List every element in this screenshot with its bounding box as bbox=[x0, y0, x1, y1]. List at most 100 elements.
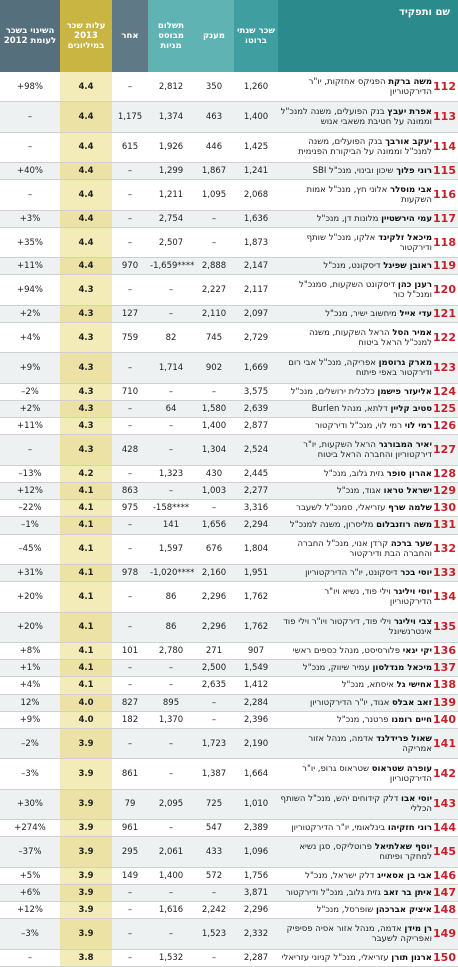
value-cell: 12% bbox=[0, 694, 60, 712]
value-cell: 3.9 bbox=[60, 867, 112, 885]
value-cell: 1,656 bbox=[194, 516, 234, 535]
name-cell: אפרת יעבץ בנק הפועלים, משנה למנכ"ל וממונ… bbox=[278, 101, 436, 133]
value-cell: 2,287 bbox=[234, 949, 278, 967]
table-row: 144 רוני חזקיהו בינלאומי, יו"ר הדירקטוריו… bbox=[0, 819, 458, 838]
table-row: 129 ישראל טראו אגוד, מנכ"ל 2,277 1,003–863 4… bbox=[0, 482, 458, 501]
name-cell: יעקב אורבך בנק הפועלים, משנה למנכ"ל וממו… bbox=[278, 132, 436, 164]
value-cell: 4.1 bbox=[60, 564, 112, 583]
value-cell: 4.0 bbox=[60, 711, 112, 729]
value-cell: 2,097 bbox=[234, 305, 278, 324]
person-name: משה רוזנבלום bbox=[376, 520, 432, 531]
person-name: שלמה שרף bbox=[388, 503, 432, 514]
value-cell: -1,659**** bbox=[148, 257, 194, 276]
value-cell: 759 bbox=[112, 322, 148, 354]
name-cell: חיים רומנו פרטנר, מנכ"ל bbox=[278, 711, 436, 729]
name-cell: יוסי אבו דלק קידוחים יהש, מנכ"ל השותף הכ… bbox=[278, 789, 436, 821]
value-cell: – bbox=[112, 274, 148, 306]
name-cell: רן מידן אדמה, מנהל אזור אסיה פסיפיק ואפר… bbox=[278, 918, 436, 950]
rank-cell: 126 bbox=[433, 417, 458, 436]
person-name: איציק אברכהן bbox=[375, 905, 432, 916]
value-cell: 463 bbox=[194, 101, 234, 133]
name-cell: אבי בן אסאייג דלק ישראל, מנכ"ל bbox=[278, 867, 436, 885]
value-cell: – bbox=[112, 884, 148, 903]
value-cell: – bbox=[112, 949, 148, 967]
value-cell: 2,888 bbox=[194, 257, 234, 276]
rank-cell: 138 bbox=[433, 676, 458, 695]
person-role: רמי לוי, מנכ"ל ודירקטור bbox=[314, 421, 402, 432]
value-cell: 1,374 bbox=[148, 101, 194, 133]
value-cell: 1,175 bbox=[112, 101, 148, 133]
name-cell: אמיר הסל הראל השקעות, משנה למנכ"ל הראל ב… bbox=[278, 322, 436, 354]
value-cell: 3.8 bbox=[60, 949, 112, 967]
value-cell: – bbox=[148, 417, 194, 436]
value-cell: +12% bbox=[0, 482, 60, 501]
value-cell: 2,507 bbox=[148, 227, 194, 259]
name-cell: עמי הירשטיין מלונות דן, מנכ"ל bbox=[278, 210, 436, 228]
person-role: דלק ישראל, מנכ"ל bbox=[305, 870, 375, 881]
person-name: איתן בר זאב bbox=[383, 888, 432, 898]
person-role: פרטנר, מנכ"ל bbox=[336, 714, 389, 725]
name-cell: מיכאל מנדלסון עמיר שיווק, מנכ"ל bbox=[278, 659, 436, 678]
value-cell: 4.3 bbox=[60, 434, 112, 466]
value-cell: 3,316 bbox=[234, 499, 278, 518]
value-cell: – bbox=[112, 659, 148, 678]
table-row: 121 עדי אייל מיחשוב ישיר, מנכ"ל 2,097 2,110… bbox=[0, 305, 458, 324]
value-cell: 4.4 bbox=[60, 227, 112, 259]
value-cell: 1,756 bbox=[234, 867, 278, 885]
column-header: מענק bbox=[194, 0, 234, 72]
value-cell: 4.4 bbox=[60, 257, 112, 276]
value-cell: – bbox=[148, 884, 194, 903]
name-cell: עופרה שטראוס שטראוס גרופ, יו"ר הדירקטורי… bbox=[278, 758, 436, 790]
rank-cell: 129 bbox=[433, 482, 458, 501]
value-cell: 1,597 bbox=[148, 534, 194, 565]
name-cell: איציק אברכהן שופרסל, מנכ"ל bbox=[278, 901, 436, 920]
value-cell: – bbox=[112, 400, 148, 419]
person-name: אפרת יעבץ bbox=[387, 106, 432, 117]
value-cell: 2,296 bbox=[194, 612, 234, 643]
value-cell: 4.4 bbox=[60, 101, 112, 133]
value-cell: 1,723 bbox=[194, 728, 234, 760]
person-role: עמיר שיווק, מנכ"ל bbox=[302, 663, 370, 674]
value-cell: 86 bbox=[148, 612, 194, 643]
person-name: יוסף שאלתיאל bbox=[374, 842, 432, 853]
value-cell: +3% bbox=[0, 210, 60, 228]
value-cell: 141 bbox=[148, 516, 194, 535]
value-cell: 2,445 bbox=[234, 465, 278, 484]
rank-cell: 145 bbox=[433, 836, 458, 868]
value-cell: –22% bbox=[0, 499, 60, 518]
person-name: ראובן שפיגל bbox=[383, 261, 432, 272]
value-cell: –45% bbox=[0, 534, 60, 565]
value-cell: 1,804 bbox=[234, 534, 278, 565]
value-cell: 4.4 bbox=[60, 162, 112, 181]
value-cell: 3.9 bbox=[60, 728, 112, 760]
value-cell: +4% bbox=[0, 676, 60, 695]
value-cell: +40% bbox=[0, 162, 60, 181]
rank-cell: 118 bbox=[433, 227, 458, 259]
value-cell: 2,117 bbox=[234, 274, 278, 306]
value-cell: 4.3 bbox=[60, 383, 112, 402]
value-cell: 725 bbox=[194, 789, 234, 821]
value-cell: 3.9 bbox=[60, 819, 112, 838]
name-cell: ארנון תורן עזריאלי, מנכ"ל קניוני עזריאלי bbox=[278, 949, 436, 967]
value-cell: 446 bbox=[194, 132, 234, 164]
rank-cell: 112 bbox=[433, 72, 458, 103]
name-cell: אליעזר פישמן כלכלית ירושלים, מנכ"ל bbox=[278, 383, 436, 402]
value-cell: 2,147 bbox=[234, 257, 278, 276]
value-cell: – bbox=[112, 728, 148, 760]
name-cell: שער ברכה קרדן אנוי, מנכ"ל החברה והחברה ה… bbox=[278, 534, 436, 565]
value-cell: 547 bbox=[194, 819, 234, 838]
person-name: שער ברכה bbox=[390, 539, 432, 550]
value-cell: 101 bbox=[112, 642, 148, 661]
value-cell: 3.9 bbox=[60, 901, 112, 920]
person-role: שטראוס גרופ, יו"ר הדירקטוריון bbox=[302, 764, 432, 785]
value-cell: – bbox=[112, 352, 148, 384]
value-cell: 2,110 bbox=[194, 305, 234, 324]
rank-cell: 142 bbox=[433, 758, 458, 790]
value-cell: 4.0 bbox=[60, 694, 112, 712]
name-cell: רמי לוי רמי לוי, מנכ"ל ודירקטור bbox=[278, 417, 436, 436]
person-role: גזית גלוב, מנכ"ל ודירקטור bbox=[285, 888, 381, 898]
value-cell: – bbox=[112, 162, 148, 181]
value-cell: – bbox=[112, 918, 148, 950]
table-row: 131 משה רוזנבלום מליסרון, משנה למנכ"ל 2,29… bbox=[0, 516, 458, 535]
